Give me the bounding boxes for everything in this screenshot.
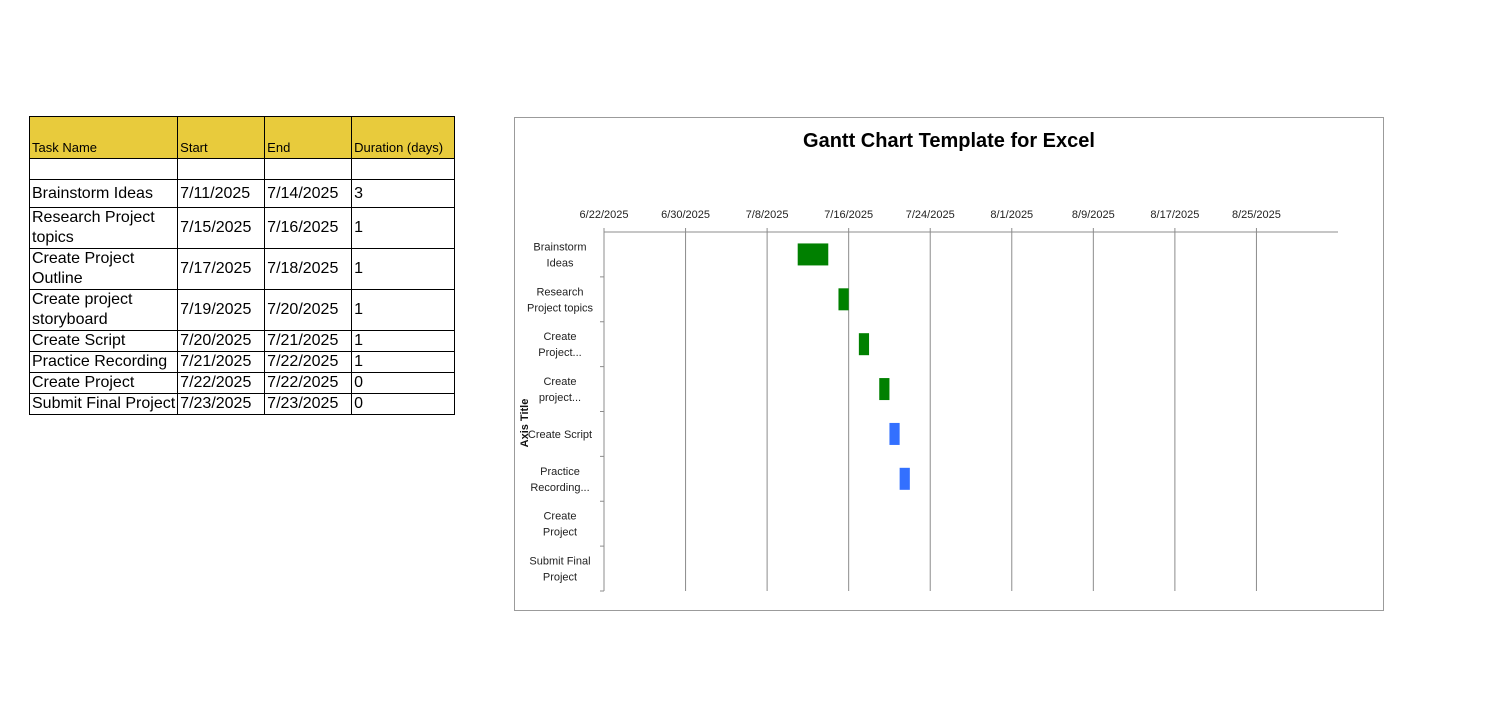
category-label: Brainstorm Ideas — [533, 241, 586, 269]
duration-cell[interactable]: 3 — [351, 179, 456, 208]
duration-cell[interactable]: 1 — [351, 289, 456, 331]
end-cell[interactable]: 7/23/2025 — [264, 393, 353, 415]
gantt-chart[interactable]: Gantt Chart Template for Excel 6/22/2025… — [514, 117, 1384, 611]
table-header-row: Task Name Start End Duration (days) — [28, 116, 456, 159]
table-row: Submit Final Project 7/23/2025 7/23/2025… — [28, 393, 456, 415]
task-cell[interactable]: Create Project Outline — [28, 248, 179, 290]
x-tick-label: 7/16/2025 — [824, 209, 873, 221]
end-cell[interactable]: 7/22/2025 — [264, 372, 353, 394]
task-bar[interactable] — [879, 378, 890, 401]
y-axis-title[interactable]: Axis Title — [519, 399, 531, 448]
y-axis-categories: Brainstorm Ideas Research Project topics Cre… — [527, 241, 604, 592]
category-label: Create project... — [539, 376, 581, 404]
task-bar[interactable] — [858, 333, 870, 356]
task-cell[interactable]: Brainstorm Ideas — [28, 179, 179, 208]
end-cell[interactable]: 7/21/2025 — [264, 330, 353, 352]
table-row: Create project storyboard 7/19/2025 7/20… — [28, 289, 456, 331]
end-cell[interactable]: 7/22/2025 — [264, 351, 353, 373]
task-bar[interactable] — [797, 243, 829, 266]
x-tick-label: 7/8/2025 — [746, 209, 789, 221]
header-start[interactable]: Start — [177, 116, 266, 159]
task-bars — [797, 243, 910, 490]
x-axis-ticks: 6/22/2025 6/30/2025 7/8/2025 7/16/2025 7/24/… — [580, 209, 1281, 232]
gridlines — [603, 231, 1338, 591]
task-cell[interactable]: Research Project topics — [28, 207, 179, 249]
header-duration[interactable]: Duration (days) — [351, 116, 456, 159]
task-cell[interactable]: Practice Recording — [28, 351, 179, 373]
duration-cell[interactable]: 0 — [351, 393, 456, 415]
end-cell[interactable]: 7/18/2025 — [264, 248, 353, 290]
task-table: Task Name Start End Duration (days) Brai… — [28, 116, 456, 415]
x-tick-label: 8/9/2025 — [1072, 209, 1115, 221]
category-label: Practice Recording... — [530, 466, 589, 494]
blank-cell[interactable] — [28, 158, 179, 180]
duration-cell[interactable]: 1 — [351, 351, 456, 373]
x-tick-label: 6/30/2025 — [661, 209, 710, 221]
blank-cell[interactable] — [351, 158, 456, 180]
end-cell[interactable]: 7/14/2025 — [264, 179, 353, 208]
start-cell[interactable]: 7/21/2025 — [177, 351, 266, 373]
task-bar[interactable] — [889, 422, 900, 445]
blank-cell[interactable] — [177, 158, 266, 180]
task-bar[interactable] — [838, 288, 849, 311]
header-task-name[interactable]: Task Name — [28, 116, 179, 159]
start-cell[interactable]: 7/23/2025 — [177, 393, 266, 415]
table-row: Create Project Outline 7/17/2025 7/18/20… — [28, 248, 456, 290]
start-cell[interactable]: 7/15/2025 — [177, 207, 266, 249]
x-tick-label: 8/1/2025 — [990, 209, 1033, 221]
table-row: Create Project 7/22/2025 7/22/2025 0 — [28, 372, 456, 394]
x-tick-label: 8/17/2025 — [1150, 209, 1199, 221]
end-cell[interactable]: 7/20/2025 — [264, 289, 353, 331]
end-cell[interactable]: 7/16/2025 — [264, 207, 353, 249]
blank-cell[interactable] — [264, 158, 353, 180]
duration-cell[interactable]: 1 — [351, 248, 456, 290]
blank-row — [28, 158, 456, 180]
x-tick-label: 8/25/2025 — [1232, 209, 1281, 221]
table-row: Research Project topics 7/15/2025 7/16/2… — [28, 207, 456, 249]
start-cell[interactable]: 7/20/2025 — [177, 330, 266, 352]
task-cell[interactable]: Create Project — [28, 372, 179, 394]
category-label: Create Script — [528, 429, 592, 441]
start-cell[interactable]: 7/11/2025 — [177, 179, 266, 208]
header-end[interactable]: End — [264, 116, 353, 159]
category-label: Create Project — [543, 511, 577, 539]
table-row: Brainstorm Ideas 7/11/2025 7/14/2025 3 — [28, 179, 456, 208]
table-row: Practice Recording 7/21/2025 7/22/2025 1 — [28, 351, 456, 373]
task-cell[interactable]: Create Script — [28, 330, 179, 352]
start-cell[interactable]: 7/17/2025 — [177, 248, 266, 290]
chart-title[interactable]: Gantt Chart Template for Excel — [803, 130, 1095, 152]
task-bar[interactable] — [899, 467, 910, 490]
table-row: Create Script 7/20/2025 7/21/2025 1 — [28, 330, 456, 352]
gantt-chart-svg: Gantt Chart Template for Excel 6/22/2025… — [519, 130, 1338, 592]
start-cell[interactable]: 7/19/2025 — [177, 289, 266, 331]
category-label: Submit Final Project — [529, 556, 590, 584]
category-label: Create Project... — [538, 331, 581, 359]
x-tick-label: 7/24/2025 — [906, 209, 955, 221]
x-tick-label: 6/22/2025 — [580, 209, 629, 221]
task-cell[interactable]: Submit Final Project — [28, 393, 179, 415]
duration-cell[interactable]: 0 — [351, 372, 456, 394]
category-label: Research Project topics — [527, 286, 594, 314]
duration-cell[interactable]: 1 — [351, 330, 456, 352]
task-cell[interactable]: Create project storyboard — [28, 289, 179, 331]
start-cell[interactable]: 7/22/2025 — [177, 372, 266, 394]
duration-cell[interactable]: 1 — [351, 207, 456, 249]
